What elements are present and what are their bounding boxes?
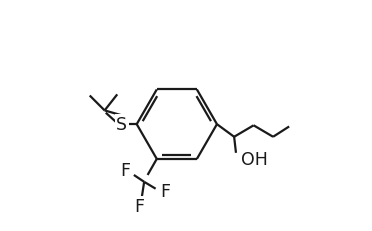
Text: F: F (135, 198, 145, 216)
Text: F: F (160, 183, 170, 201)
Text: OH: OH (241, 150, 267, 168)
Text: S: S (116, 116, 127, 134)
Text: F: F (120, 161, 130, 179)
